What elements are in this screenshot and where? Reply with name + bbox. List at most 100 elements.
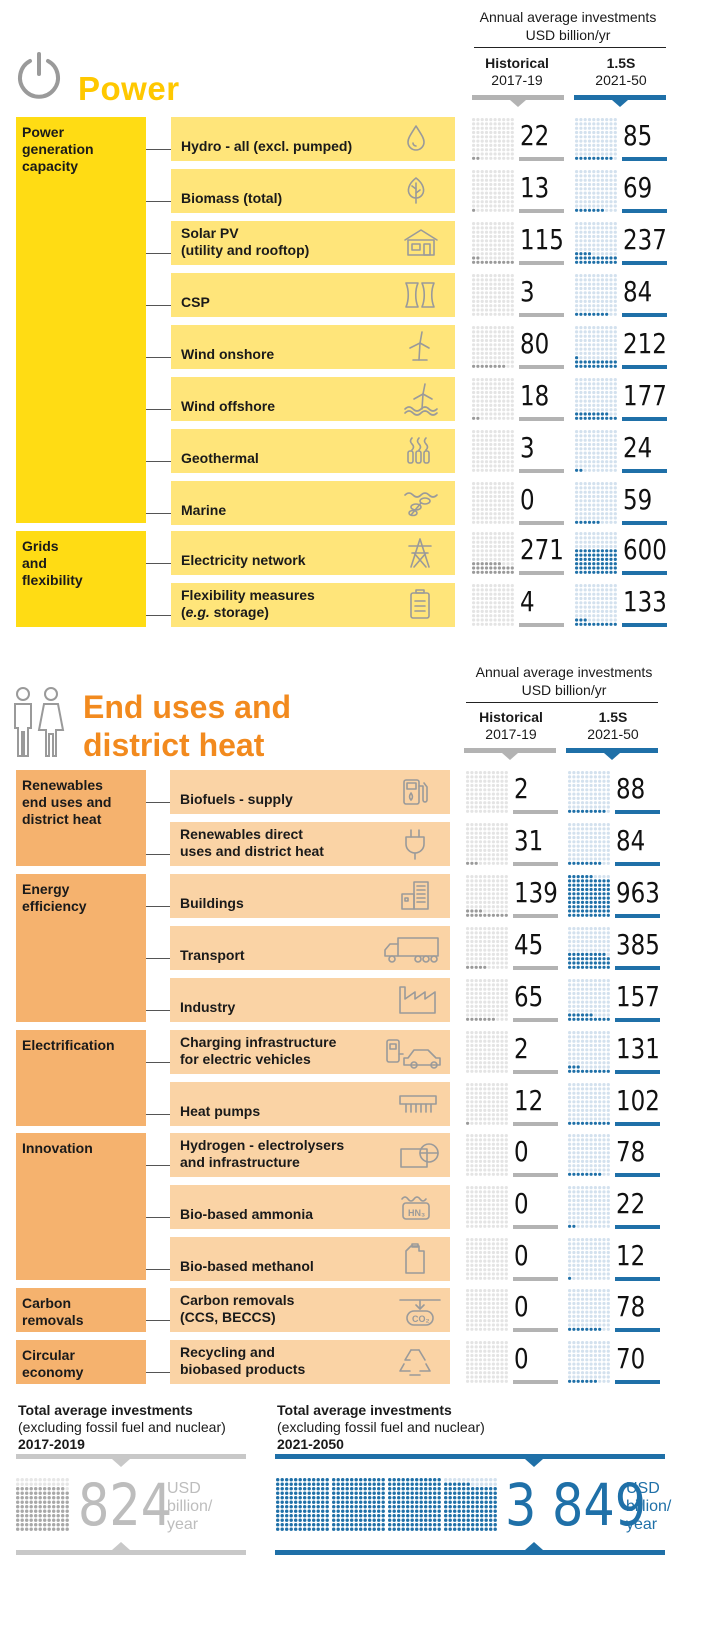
historical-empty-dot bbox=[500, 965, 504, 969]
historical-empty-dot bbox=[470, 1065, 474, 1069]
total-projection-filled-dot bbox=[276, 1514, 280, 1518]
historical-empty-dot bbox=[493, 532, 497, 536]
historical-empty-dot bbox=[474, 1172, 478, 1176]
projection-empty-dot bbox=[576, 1117, 580, 1121]
projection-empty-dot bbox=[575, 460, 579, 464]
projection-dot-grid bbox=[568, 1134, 610, 1176]
projection-empty-dot bbox=[572, 1362, 576, 1366]
total-projection-filled-dot bbox=[280, 1491, 284, 1495]
historical-filled-dot bbox=[476, 156, 480, 160]
projection-empty-dot bbox=[600, 222, 604, 226]
category-connector bbox=[146, 1114, 170, 1115]
historical-empty-dot bbox=[493, 408, 497, 412]
historical-empty-dot bbox=[493, 622, 497, 626]
water-drop-icon bbox=[407, 125, 425, 151]
historical-empty-dot bbox=[500, 1220, 504, 1224]
historical-empty-dot bbox=[478, 1172, 483, 1176]
historical-empty-dot bbox=[484, 614, 489, 618]
historical-value: 0 bbox=[514, 1290, 529, 1323]
projection-empty-dot bbox=[568, 1000, 572, 1004]
historical-empty-dot bbox=[474, 1142, 478, 1146]
projection-empty-dot bbox=[587, 278, 592, 282]
projection-empty-dot bbox=[592, 239, 596, 243]
projection-empty-dot bbox=[576, 1314, 580, 1318]
projection-empty-dot bbox=[572, 1048, 576, 1052]
historical-empty-dot bbox=[470, 1186, 474, 1190]
historical-empty-dot bbox=[483, 1100, 487, 1104]
historical-empty-dot bbox=[466, 848, 470, 852]
historical-empty-dot bbox=[483, 783, 487, 788]
total-projection-filled-dot bbox=[316, 1509, 320, 1513]
projection-empty-dot bbox=[606, 1039, 610, 1043]
projection-filled-dot bbox=[583, 156, 587, 160]
projection-empty-dot bbox=[585, 996, 589, 1000]
historical-empty-dot bbox=[510, 338, 514, 343]
historical-empty-dot bbox=[504, 1255, 508, 1259]
projection-empty-dot bbox=[598, 1345, 602, 1349]
projection-empty-dot bbox=[580, 944, 585, 948]
total-projection-filled-dot bbox=[298, 1496, 302, 1500]
projection-empty-dot bbox=[606, 1104, 610, 1108]
projection-empty-dot bbox=[585, 792, 589, 796]
projection-empty-dot bbox=[609, 126, 613, 130]
historical-empty-dot bbox=[506, 230, 510, 234]
projection-empty-dot bbox=[580, 1142, 585, 1146]
projection-empty-dot bbox=[592, 390, 596, 395]
historical-empty-dot bbox=[480, 230, 484, 234]
historical-value: 45 bbox=[514, 928, 544, 961]
historical-empty-dot bbox=[491, 1048, 495, 1052]
projection-filled-dot bbox=[606, 887, 610, 892]
total-projection-filled-dot bbox=[325, 1505, 329, 1509]
historical-empty-dot bbox=[472, 447, 476, 451]
methanol-canister-icon bbox=[405, 1243, 425, 1274]
historical-empty-dot bbox=[491, 1371, 495, 1375]
projection-empty-dot bbox=[602, 1061, 606, 1065]
projection-empty-dot bbox=[576, 1113, 580, 1117]
total-historical-filled-dot bbox=[47, 1496, 51, 1500]
historical-empty-dot bbox=[466, 892, 470, 896]
historical-empty-dot bbox=[493, 152, 497, 156]
projection-empty-dot bbox=[606, 1108, 610, 1112]
historical-empty-dot bbox=[474, 1224, 478, 1228]
projection-empty-dot bbox=[605, 295, 609, 299]
historical-empty-dot bbox=[497, 499, 501, 503]
historical-empty-dot bbox=[500, 875, 504, 879]
projection-empty-dot bbox=[568, 1375, 572, 1379]
total-historical-bottom-notch bbox=[112, 1542, 130, 1550]
projection-empty-dot bbox=[580, 1100, 585, 1104]
row-label-line: (utility and rooftop) bbox=[181, 242, 310, 258]
projection-empty-dot bbox=[596, 239, 600, 243]
projection-empty-dot bbox=[593, 1301, 597, 1306]
historical-empty-dot bbox=[484, 230, 489, 234]
historical-empty-dot bbox=[489, 486, 493, 490]
historical-empty-dot bbox=[496, 1138, 500, 1142]
projection-empty-dot bbox=[585, 1301, 589, 1306]
historical-empty-dot bbox=[497, 282, 501, 286]
wind-turbine-icon bbox=[409, 331, 430, 361]
projection-empty-dot bbox=[593, 1048, 597, 1052]
historical-empty-dot bbox=[504, 1345, 508, 1349]
projection-empty-dot bbox=[580, 1349, 585, 1353]
historical-empty-dot bbox=[466, 840, 470, 844]
projection-empty-dot bbox=[600, 308, 604, 312]
historical-filled-dot bbox=[480, 562, 484, 566]
historical-dot-grid bbox=[466, 1289, 508, 1331]
historical-empty-dot bbox=[497, 334, 501, 338]
projection-empty-dot bbox=[576, 935, 580, 939]
projection-filled-dot bbox=[580, 1013, 585, 1017]
total-projection-filled-dot bbox=[321, 1491, 325, 1495]
projection-empty-dot bbox=[576, 1216, 580, 1220]
projection-empty-dot bbox=[600, 143, 604, 147]
projection-empty-dot bbox=[605, 468, 609, 472]
historical-empty-dot bbox=[483, 1013, 487, 1017]
projection-filled-dot bbox=[583, 312, 587, 316]
historical-empty-dot bbox=[493, 512, 497, 516]
projection-empty-dot bbox=[602, 1186, 606, 1190]
historical-empty-dot bbox=[484, 343, 489, 347]
projection-empty-dot bbox=[606, 1366, 610, 1370]
projection-filled-dot bbox=[596, 208, 600, 212]
historical-empty-dot bbox=[493, 130, 497, 135]
projection-value: 22 bbox=[616, 1187, 646, 1220]
projection-empty-dot bbox=[593, 1168, 597, 1172]
historical-empty-dot bbox=[491, 1255, 495, 1259]
